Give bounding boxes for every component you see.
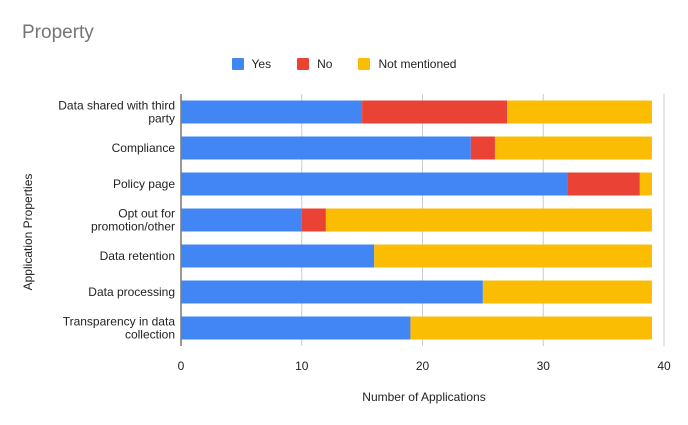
legend-label-no: No [317,57,333,71]
category-label-line: Data processing [88,285,175,299]
bar-yes-0 [181,100,363,124]
category-label-line: Data shared with third [58,99,175,113]
bar-not-mentioned-6 [410,316,652,340]
legend-item-no[interactable]: No [297,57,332,71]
category-label-0: Data shared with third party [58,99,175,126]
bar-not-mentioned-3 [325,208,652,232]
category-label-line: party [148,112,175,126]
legend-swatch-yes [231,58,244,70]
category-label-4: Data retention [100,249,175,263]
legend-label-yes: Yes [251,57,272,71]
legend-item-yes[interactable]: Yes [231,57,272,71]
bar-not-mentioned-5 [482,280,652,304]
bar-no-1 [470,136,495,160]
category-label-2: Policy page [113,177,175,191]
category-label-line: Data retention [100,249,175,263]
category-label-line: Transparency in data [63,315,176,329]
bar-yes-4 [181,244,375,268]
bar-yes-5 [181,280,483,304]
bar-yes-2 [181,172,568,196]
x-tick-label-10: 10 [295,359,309,373]
bar-yes-1 [181,136,471,160]
bar-not-mentioned-4 [374,244,652,268]
legend-swatch-not-mentioned [358,58,371,70]
x-tick-label-30: 30 [537,359,551,373]
category-label-5: Data processing [88,285,175,299]
category-label-line: Opt out for [118,207,175,221]
chart-title: Property [22,22,94,43]
category-label-6: Transparency in data collection [63,315,176,342]
bar-not-mentioned-2 [639,172,652,196]
legend: Yes No Not mentioned [0,57,688,71]
x-tick-label-20: 20 [416,359,430,373]
category-label-line: Policy page [113,177,175,191]
x-tick-label-0: 0 [178,359,185,373]
bar-no-3 [301,208,326,232]
bar-not-mentioned-1 [494,136,652,160]
bar-yes-6 [181,316,411,340]
y-axis-label: Application Properties [21,173,35,291]
bar-no-0 [362,100,508,124]
legend-label-not-mentioned: Not mentioned [378,57,457,71]
category-label-line: promotion/other [91,220,175,234]
category-label-1: Compliance [112,141,176,155]
bar-yes-3 [181,208,302,232]
bar-no-2 [567,172,640,196]
x-axis-label: Number of Applications [362,390,486,404]
legend-item-not-mentioned[interactable]: Not mentioned [358,57,456,71]
category-label-line: collection [125,328,175,342]
category-label-3: Opt out for promotion/other [91,207,175,234]
category-label-line: Compliance [112,141,176,155]
x-tick-label-40: 40 [657,359,671,373]
legend-swatch-no [297,58,310,70]
bar-not-mentioned-0 [507,100,652,124]
